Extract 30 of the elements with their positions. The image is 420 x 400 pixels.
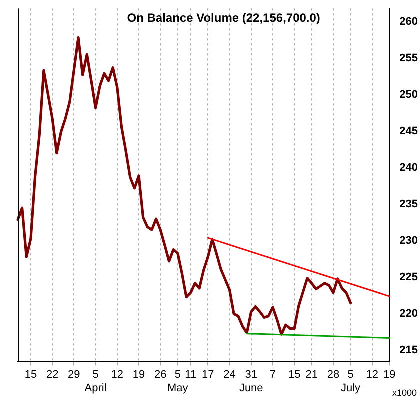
x-tick-label: 5 July bbox=[340, 369, 362, 394]
x-tick-label: 19 bbox=[384, 369, 396, 382]
x-tick-label: 7 bbox=[270, 369, 276, 382]
x-tick-label: 21 bbox=[306, 369, 318, 382]
x-tick-label: 28 bbox=[327, 369, 340, 382]
x-tick-label: 29 bbox=[68, 369, 80, 382]
chart-title: On Balance Volume (22,156,700.0) bbox=[127, 10, 320, 25]
x-tick-label: 12 bbox=[366, 369, 378, 382]
y-tick-label: 250 bbox=[400, 88, 418, 101]
y-tick-label: 260 bbox=[400, 16, 418, 28]
y-axis-title: x1000 bbox=[392, 388, 417, 398]
x-tick-label: 22 bbox=[46, 369, 59, 382]
y-tick-label: 230 bbox=[400, 235, 418, 248]
y-tick-label: 235 bbox=[400, 198, 418, 210]
x-tick-label: 19 bbox=[132, 369, 146, 382]
x-tick-label: 17 bbox=[202, 369, 214, 382]
y-tick-label: 220 bbox=[400, 308, 418, 320]
x-tick-label: 31 June bbox=[239, 369, 264, 394]
y-tick-label: 240 bbox=[400, 162, 418, 174]
y-tick-label: 255 bbox=[400, 52, 418, 64]
x-tick-label: 12 bbox=[111, 369, 124, 382]
x-tick-label: 15 bbox=[288, 369, 301, 382]
x-tick-label: 15 bbox=[24, 369, 38, 382]
x-tick-label: 5 April bbox=[84, 369, 107, 394]
x-tick-label: 11 bbox=[185, 369, 197, 382]
x-tick-label: 24 bbox=[224, 369, 236, 382]
x-tick-label: 26 bbox=[154, 369, 167, 382]
y-tick-label: 245 bbox=[400, 125, 418, 138]
y-tick-label: 225 bbox=[400, 272, 418, 284]
y-tick-label: 215 bbox=[400, 344, 418, 357]
